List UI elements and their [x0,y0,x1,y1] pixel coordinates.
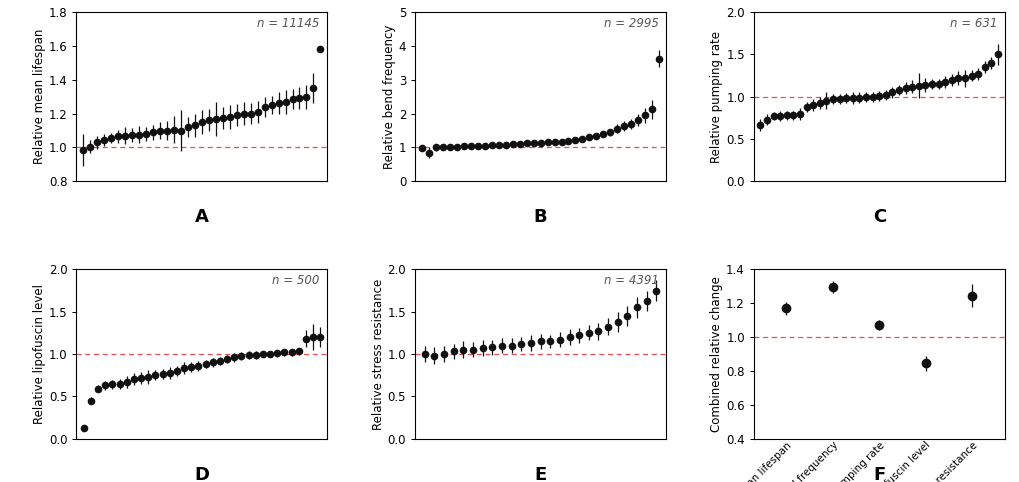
Y-axis label: Relative stress resistance: Relative stress resistance [371,279,384,429]
Text: n = 631: n = 631 [949,17,997,30]
Text: n = 4391: n = 4391 [603,274,658,287]
Text: D: D [195,466,209,482]
Y-axis label: Relative pumping rate: Relative pumping rate [709,31,722,163]
Y-axis label: Relative bend frequency: Relative bend frequency [382,25,395,169]
Text: F: F [872,466,884,482]
Y-axis label: Relative mean lifespan: Relative mean lifespan [33,29,46,164]
Text: C: C [872,208,886,227]
Text: A: A [195,208,209,227]
Text: n = 2995: n = 2995 [603,17,658,30]
Y-axis label: Relative lipofuscin level: Relative lipofuscin level [33,284,46,424]
Text: n = 500: n = 500 [272,274,320,287]
Text: n = 11145: n = 11145 [257,17,320,30]
Text: B: B [533,208,547,227]
Y-axis label: Combined relative change: Combined relative change [709,276,722,432]
Text: E: E [534,466,546,482]
